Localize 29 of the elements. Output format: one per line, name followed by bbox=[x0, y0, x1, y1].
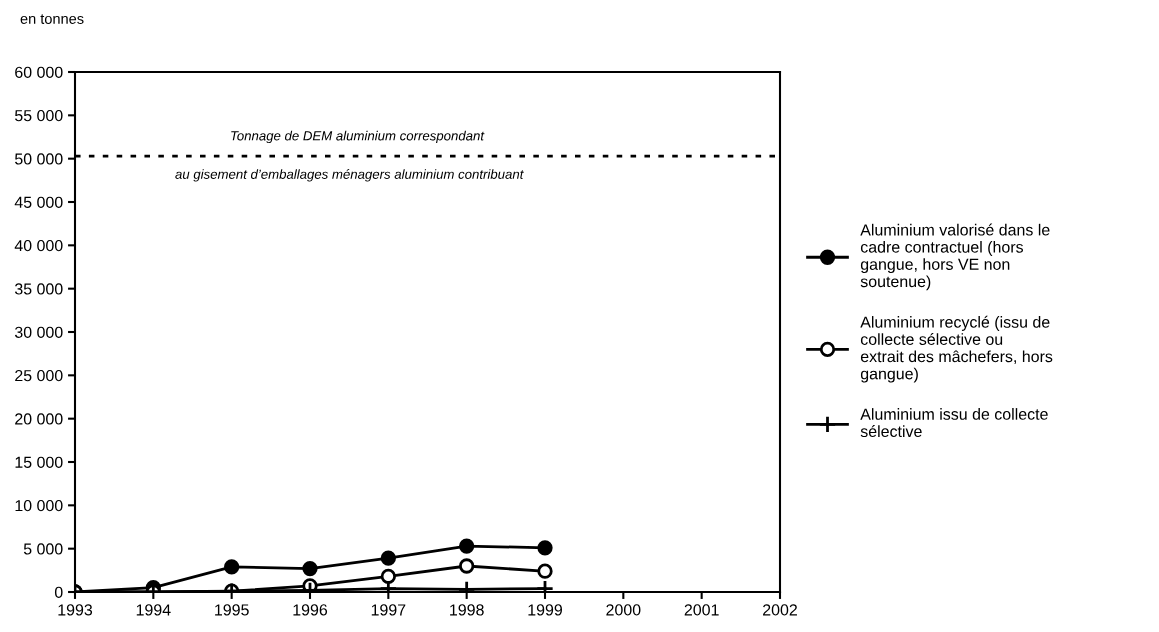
y-tick-label: 25 000 bbox=[15, 369, 63, 382]
x-tick-label: 1995 bbox=[215, 604, 249, 616]
x-tick-label: 1997 bbox=[371, 604, 406, 616]
y-tick-label: 10 000 bbox=[15, 499, 63, 512]
legend-label: Aluminium valorisé dans le cadre contractuel (hors gangue, hors VE non soutenue) bbox=[860, 223, 1050, 291]
x-tick-label: 1998 bbox=[450, 604, 484, 616]
ref-line-label: Tonnage de DEM aluminium correspondant bbox=[231, 130, 485, 144]
legend-label: Aluminium issu de collecte sélective bbox=[860, 408, 1048, 438]
y-axis-title: en tonnes bbox=[20, 14, 84, 24]
x-tick-label: 1996 bbox=[293, 604, 328, 616]
y-tick-label: 45 000 bbox=[14, 196, 63, 208]
y-tick-label: 20 000 bbox=[15, 413, 63, 425]
y-tick-label: 15 000 bbox=[15, 456, 63, 468]
x-tick-label: 2002 bbox=[763, 604, 797, 616]
x-tick-label: 2001 bbox=[684, 604, 719, 616]
x-tick-label: 2000 bbox=[606, 604, 641, 616]
y-tick-label: 60 000 bbox=[15, 66, 63, 78]
legend-label: Aluminium recyclé (issu de collecte sélective ou extrait des mâchefers, hors gangue) bbox=[860, 315, 1053, 383]
x-tick-label: 1999 bbox=[528, 604, 563, 616]
x-tick-label: 1994 bbox=[136, 604, 171, 616]
y-tick-label: 5 000 bbox=[23, 543, 63, 555]
y-tick-label: 40 000 bbox=[14, 239, 63, 252]
y-tick-label: 0 bbox=[54, 586, 63, 598]
y-tick-label: 35 000 bbox=[14, 283, 63, 295]
annotation: au gisement d’emballages ménagers aluminium contribuant bbox=[175, 169, 524, 182]
x-tick-label: 1993 bbox=[58, 604, 93, 616]
y-tick-label: 55 000 bbox=[14, 109, 63, 122]
y-tick-label: 30 000 bbox=[14, 326, 63, 338]
y-tick-label: 50 000 bbox=[14, 153, 63, 165]
